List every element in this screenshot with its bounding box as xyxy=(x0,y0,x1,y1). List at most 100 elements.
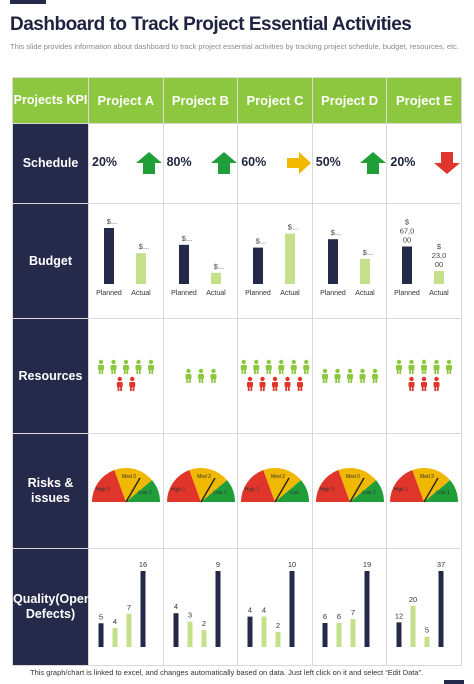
person-leg xyxy=(272,387,275,391)
person-leg xyxy=(213,379,216,383)
person-head xyxy=(98,359,104,365)
budget-cell: $67,0 00 Planned $23,0 00 Actual xyxy=(386,203,462,319)
person-leg xyxy=(241,370,244,374)
resources-people-icons xyxy=(396,359,453,391)
gauge-segment xyxy=(349,480,384,502)
budget-cell: $... Planned $... Actual xyxy=(237,203,313,319)
budget-cell: $... Planned $... Actual xyxy=(162,203,239,319)
quality-cell: 6 6 7 19 xyxy=(311,548,388,666)
gauge-needle xyxy=(274,477,290,503)
project-header: Project E xyxy=(386,77,462,124)
gauge-label: Low xyxy=(290,490,300,496)
budget-value-label: 00 xyxy=(435,260,443,269)
person-head xyxy=(185,368,191,374)
up-arrow-icon xyxy=(359,152,386,174)
person-head xyxy=(409,376,415,382)
budget-value-label: $... xyxy=(288,223,298,232)
schedule-cell: 60% xyxy=(237,123,313,204)
person-leg xyxy=(437,370,440,374)
person-head xyxy=(241,359,247,365)
person-body xyxy=(259,382,266,387)
person-leg xyxy=(111,370,114,374)
budget-category-label: Planned xyxy=(96,290,122,297)
person-head xyxy=(434,376,440,382)
quality-bar xyxy=(364,571,370,647)
gauge-segment xyxy=(275,480,310,502)
gauge-label: High 3 xyxy=(320,487,335,493)
schedule-percent: 60% xyxy=(241,155,267,169)
person-body xyxy=(290,365,297,370)
person-leg xyxy=(210,379,213,383)
budget-chart: $... Planned $... Actual xyxy=(245,223,300,297)
person-leg xyxy=(304,370,307,374)
quality-value-label: 4 xyxy=(113,617,117,626)
budget-bar xyxy=(327,239,338,284)
person-leg xyxy=(285,387,288,391)
quality-bar xyxy=(424,636,430,647)
budget-chart: $... Planned $... Actual xyxy=(96,217,151,297)
person-body xyxy=(346,374,353,379)
gauge-segment xyxy=(424,480,459,502)
footer-note: This graph/chart is linked to excel, and… xyxy=(30,668,424,677)
right-arrow-icon xyxy=(287,152,312,174)
budget-category-label: Actual xyxy=(355,290,375,297)
person-head xyxy=(372,368,377,374)
person-leg xyxy=(123,370,126,374)
person-body xyxy=(321,374,328,379)
person-leg xyxy=(185,379,188,383)
person-body xyxy=(408,382,415,387)
quality-bar xyxy=(126,613,132,647)
person-leg xyxy=(188,379,191,383)
person-leg xyxy=(434,370,437,374)
schedule-cell: 80% xyxy=(162,123,239,204)
risk-cell: High 0 Med 2 Low 1 xyxy=(88,433,164,549)
quality-bar xyxy=(289,571,295,647)
person-leg xyxy=(198,379,201,383)
quality-value-label: 2 xyxy=(276,621,280,630)
quality-value-label: 16 xyxy=(139,560,147,569)
up-arrow-icon xyxy=(210,152,237,174)
project-header: Project A xyxy=(88,77,164,124)
risk-cell: High 1 Med 2 Low xyxy=(237,433,313,549)
quality-bar-chart: 4 3 2 9 xyxy=(173,560,221,647)
person-head xyxy=(335,368,340,374)
person-leg xyxy=(244,370,247,374)
gauge-label: Med 2 xyxy=(420,474,434,480)
quality-value-label: 4 xyxy=(248,606,252,615)
gauge-needle xyxy=(125,477,141,503)
person-leg xyxy=(350,379,352,383)
person-body xyxy=(123,365,129,370)
quality-bar xyxy=(140,571,146,647)
gauge-label: Med 0 xyxy=(346,474,360,480)
person-leg xyxy=(266,370,269,374)
gauge-segment xyxy=(241,470,276,502)
person-body xyxy=(421,382,428,387)
bottom-accent-bar xyxy=(444,680,464,684)
person-head xyxy=(148,359,154,365)
gauge-segment xyxy=(390,470,425,502)
gauge-label: High 1 xyxy=(170,487,185,493)
quality-bar xyxy=(247,616,253,647)
arrow-shape xyxy=(287,152,312,174)
person-leg xyxy=(132,387,135,391)
project-header: Project C xyxy=(237,77,313,124)
person-body xyxy=(185,374,192,379)
person-leg xyxy=(409,370,412,374)
person-leg xyxy=(281,370,284,374)
row-label-quality: Quality(Open Defects) xyxy=(12,548,91,666)
quality-bar xyxy=(438,571,444,647)
gauge-segment xyxy=(338,468,376,502)
person-leg xyxy=(200,379,203,383)
person-leg xyxy=(300,387,303,391)
person-leg xyxy=(138,370,141,374)
person-body xyxy=(433,382,440,387)
person-head xyxy=(117,376,122,382)
person-leg xyxy=(412,387,415,391)
quality-value-label: 2 xyxy=(202,619,206,628)
quality-bar xyxy=(410,605,416,647)
person-leg xyxy=(297,387,300,391)
budget-value-label: $... xyxy=(256,237,266,246)
person-leg xyxy=(148,370,151,374)
budget-value-label: $ xyxy=(437,242,442,251)
quality-bar-chart: 6 6 7 19 xyxy=(322,560,371,647)
